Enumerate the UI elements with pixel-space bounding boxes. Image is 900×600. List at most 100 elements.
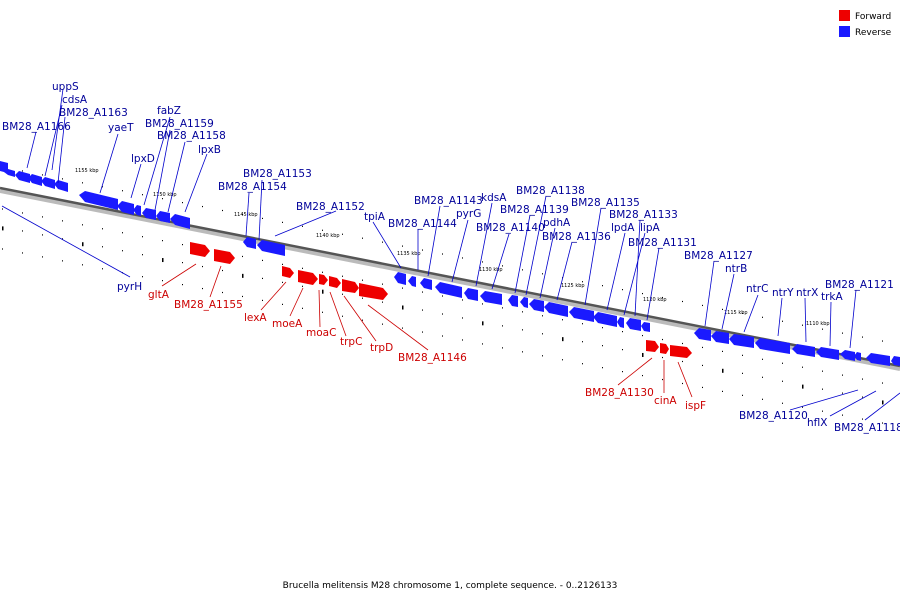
guide-dot bbox=[682, 382, 683, 385]
gene-label-BM28_A1146: BM28_A1146 bbox=[398, 352, 467, 364]
gene-label-BM28_A1143: BM28_A1143 bbox=[414, 195, 483, 207]
gene-label-hflX: hflX bbox=[807, 417, 827, 429]
guide-dot bbox=[302, 225, 303, 227]
guide-dot bbox=[202, 205, 203, 208]
guide-dot bbox=[782, 380, 783, 382]
guide-dot bbox=[362, 297, 363, 299]
guide-dot bbox=[622, 371, 623, 373]
guide-dot bbox=[42, 234, 43, 236]
gene-label-BM28_A1159: BM28_A1159 bbox=[145, 118, 214, 130]
guide-dot bbox=[362, 237, 363, 239]
gene-arrow-reverse bbox=[133, 205, 141, 216]
gene-label-BM28_A1131: BM28_A1131 bbox=[628, 237, 697, 249]
guide-dot bbox=[222, 291, 223, 294]
gene-label-ispF: ispF bbox=[685, 400, 706, 412]
reverse-strand-genes bbox=[0, 161, 900, 366]
gene-label-BM28_A1120: BM28_A1120 bbox=[739, 410, 808, 422]
gene-label-kdsA: kdsA bbox=[481, 192, 507, 204]
guide-dot bbox=[22, 170, 23, 172]
tick-label: 1130 kbp bbox=[479, 267, 503, 273]
tick-label: 1110 kbp bbox=[806, 321, 830, 327]
guide-dot bbox=[702, 346, 703, 349]
gene-label-lipA: lipA bbox=[640, 222, 660, 234]
gene-label-moaC: moaC bbox=[306, 327, 336, 339]
guide-dot bbox=[442, 253, 443, 255]
guide-dot bbox=[422, 291, 423, 293]
guide-dot bbox=[442, 335, 443, 337]
guide-dot bbox=[282, 281, 283, 283]
guide-dot bbox=[842, 414, 843, 416]
leader-line bbox=[26, 131, 37, 169]
guide-dot bbox=[182, 201, 183, 204]
guide-dot bbox=[102, 268, 103, 270]
leader-line bbox=[849, 289, 857, 349]
gene-label-trpC: trpC bbox=[340, 336, 362, 348]
gene-arrow-reverse bbox=[816, 347, 839, 360]
gene-arrow-reverse bbox=[694, 328, 711, 341]
guide-dot bbox=[282, 221, 283, 223]
gene-label-uppS: uppS bbox=[52, 81, 79, 93]
leader-line bbox=[51, 88, 64, 171]
guide-dot bbox=[302, 285, 303, 287]
guide-dot bbox=[342, 233, 343, 235]
leader-line bbox=[475, 202, 493, 287]
guide-dot bbox=[2, 226, 4, 231]
gene-arrow-reverse bbox=[544, 302, 568, 317]
guide-dot bbox=[542, 355, 543, 357]
guide-dot bbox=[42, 174, 43, 176]
gene-arrow-forward bbox=[670, 345, 692, 358]
legend-reverse-swatch bbox=[839, 26, 850, 37]
guide-dot bbox=[822, 410, 823, 412]
leader-line bbox=[777, 297, 783, 337]
guide-dot bbox=[882, 382, 883, 384]
gene-arrow-forward bbox=[282, 266, 294, 278]
leader-line bbox=[743, 294, 759, 333]
guide-dot bbox=[122, 232, 123, 234]
guide-dot bbox=[342, 275, 343, 277]
legend-forward-label: Forward bbox=[855, 12, 891, 22]
guide-dot bbox=[682, 360, 683, 363]
gene-label-BM28_A1144: BM28_A1144 bbox=[388, 218, 457, 230]
guide-dot bbox=[622, 349, 623, 351]
leader-line bbox=[367, 304, 429, 351]
guide-dot bbox=[722, 350, 723, 352]
guide-dot bbox=[742, 394, 743, 396]
gene-arrow-reverse bbox=[156, 211, 170, 223]
guide-dot bbox=[542, 315, 543, 317]
guide-dot bbox=[102, 228, 103, 230]
guide-dot bbox=[82, 224, 83, 226]
guide-dot bbox=[142, 194, 143, 196]
gene-arrow-reverse bbox=[394, 272, 406, 285]
guide-dot bbox=[182, 283, 183, 286]
guide-dot bbox=[402, 287, 403, 289]
gene-arrow-forward bbox=[359, 283, 388, 300]
guide-dot bbox=[62, 238, 63, 240]
guide-dot bbox=[702, 364, 703, 367]
gene-arrow-reverse bbox=[28, 174, 42, 186]
leader-line bbox=[514, 214, 531, 294]
guide-dot bbox=[462, 317, 463, 319]
guide-dot bbox=[222, 209, 223, 212]
guide-dot bbox=[442, 295, 443, 297]
leader-line bbox=[260, 281, 287, 311]
guide-dot bbox=[42, 216, 43, 218]
guide-dot bbox=[562, 319, 563, 321]
gene-arrow-reverse bbox=[435, 282, 462, 298]
guide-dot bbox=[542, 273, 543, 275]
leader-line bbox=[130, 163, 142, 199]
gene-label-BM28_A1118: BM28_A1118 bbox=[834, 422, 900, 434]
gene-arrow-reverse bbox=[170, 214, 190, 229]
guide-dot bbox=[762, 358, 763, 360]
gene-label-pdhA: pdhA bbox=[543, 217, 571, 229]
gene-label-BM28_A1153: BM28_A1153 bbox=[243, 168, 312, 180]
guide-dot bbox=[482, 343, 483, 345]
gene-arrow-reverse bbox=[142, 208, 156, 220]
gene-arrow-reverse bbox=[711, 331, 729, 344]
guide-dot bbox=[462, 299, 463, 301]
tick-label: 1135 kbp bbox=[397, 251, 421, 257]
guide-dot bbox=[862, 378, 863, 380]
guide-dot bbox=[362, 279, 363, 281]
guide-dot bbox=[182, 261, 183, 264]
guide-dot bbox=[882, 340, 883, 342]
guide-dot bbox=[842, 392, 843, 394]
